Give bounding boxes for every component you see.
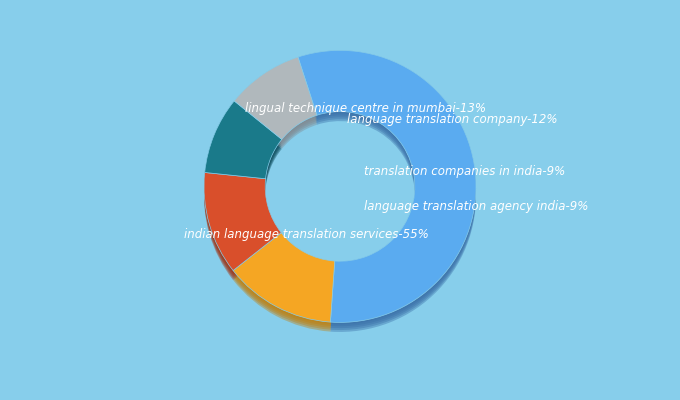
Wedge shape xyxy=(298,60,476,332)
Wedge shape xyxy=(234,57,317,139)
Wedge shape xyxy=(204,172,282,270)
Wedge shape xyxy=(298,54,476,326)
Wedge shape xyxy=(234,61,317,143)
Wedge shape xyxy=(205,105,282,182)
Wedge shape xyxy=(205,101,282,179)
Wedge shape xyxy=(298,50,476,322)
Wedge shape xyxy=(205,103,282,181)
Wedge shape xyxy=(298,56,476,328)
Wedge shape xyxy=(298,52,476,324)
Text: language translation company-12%: language translation company-12% xyxy=(347,113,558,126)
Wedge shape xyxy=(205,107,282,184)
Wedge shape xyxy=(204,178,282,276)
Text: translation companies in india-9%: translation companies in india-9% xyxy=(364,165,566,178)
Wedge shape xyxy=(205,108,282,186)
Wedge shape xyxy=(233,233,335,322)
Wedge shape xyxy=(233,242,335,332)
Wedge shape xyxy=(298,50,476,322)
Wedge shape xyxy=(233,236,335,326)
Wedge shape xyxy=(234,65,317,147)
Wedge shape xyxy=(233,233,335,322)
Wedge shape xyxy=(234,57,317,139)
Wedge shape xyxy=(204,182,282,280)
Wedge shape xyxy=(234,66,317,149)
Wedge shape xyxy=(234,59,317,141)
Wedge shape xyxy=(204,176,282,274)
Wedge shape xyxy=(233,238,335,328)
Wedge shape xyxy=(204,174,282,272)
Text: indian language translation services-55%: indian language translation services-55% xyxy=(184,228,428,240)
Text: language translation agency india-9%: language translation agency india-9% xyxy=(364,200,589,213)
Text: lingual technique centre in mumbai-13%: lingual technique centre in mumbai-13% xyxy=(245,102,486,115)
Wedge shape xyxy=(205,101,282,179)
Wedge shape xyxy=(233,234,335,324)
Wedge shape xyxy=(204,172,282,270)
Wedge shape xyxy=(298,58,476,330)
Wedge shape xyxy=(204,180,282,278)
Wedge shape xyxy=(205,110,282,188)
Wedge shape xyxy=(234,63,317,145)
Wedge shape xyxy=(233,240,335,330)
